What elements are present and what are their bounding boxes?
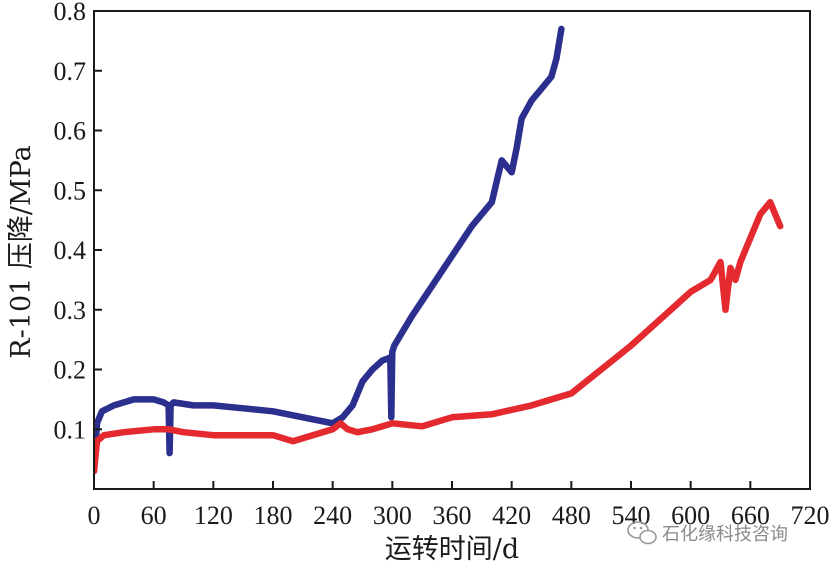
x-tick-label: 180 xyxy=(254,501,293,530)
wechat-icon xyxy=(627,521,657,545)
series-line-1 xyxy=(94,25,565,475)
y-tick-label: 0.8 xyxy=(54,0,87,26)
x-tick-label: 300 xyxy=(373,501,412,530)
watermark-text: 石化缘科技咨询 xyxy=(662,524,788,545)
y-tick-label: 0.6 xyxy=(54,117,87,146)
y-axis: 0.1 0.2 0.3 0.4 0.5 0.6 0.7 0.8 xyxy=(54,0,102,444)
x-tick-label: 360 xyxy=(433,501,472,530)
x-tick-label: 60 xyxy=(141,501,167,530)
series-line-2 xyxy=(94,198,784,475)
y-tick-label: 0.1 xyxy=(54,415,87,444)
x-tick-label: 600 xyxy=(671,501,710,530)
y-axis-label: R-101 压降/MPa xyxy=(6,145,37,358)
x-tick-label: 0 xyxy=(88,501,101,530)
y-tick-label: 0.7 xyxy=(54,57,87,86)
y-tick-label: 0.5 xyxy=(54,176,87,205)
x-tick-label: 480 xyxy=(552,501,591,530)
x-axis-label: 运转时间/d xyxy=(385,534,519,565)
y-tick-label: 0.4 xyxy=(54,236,87,265)
x-tick-label: 420 xyxy=(492,501,531,530)
x-tick-label: 120 xyxy=(194,501,233,530)
y-tick-label: 0.3 xyxy=(54,296,87,325)
x-tick-label: 540 xyxy=(612,501,651,530)
y-tick-label: 0.2 xyxy=(54,356,87,385)
x-tick-label: 240 xyxy=(313,501,352,530)
x-tick-label: 660 xyxy=(731,501,770,530)
watermark: 石化缘科技咨询 xyxy=(627,521,788,545)
x-tick-label: 720 xyxy=(791,501,830,530)
series-layer xyxy=(94,25,784,475)
